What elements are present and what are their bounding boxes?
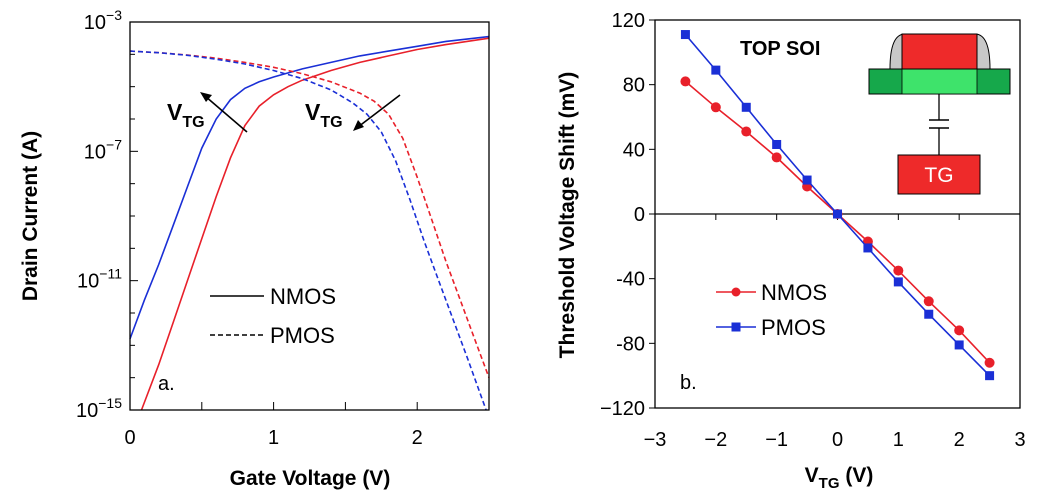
x-tick-label: −3 <box>644 429 667 451</box>
inset-tg-box <box>897 154 981 195</box>
series-nmos-pmos-solid-curve-0 <box>129 35 490 340</box>
legend-nmos-label: NMOS <box>270 284 336 309</box>
x-tick-label: −1 <box>765 429 788 451</box>
legend-pmos-label-b: PMOS <box>761 315 826 340</box>
data-point-nmos <box>680 76 691 87</box>
x-tick-label: 0 <box>832 429 843 451</box>
vtg-annotation-left: VTG <box>167 99 205 131</box>
panel-b-y-axis-label: Threshold Voltage Shift (mV) <box>556 72 579 359</box>
x-tick-label: 0 <box>124 427 135 449</box>
arrow-down-left-head <box>353 120 364 131</box>
y-tick-label: 40 <box>623 139 645 161</box>
legend-nmos-label-b: NMOS <box>761 280 827 305</box>
arrow-up-left <box>204 95 248 133</box>
x-tick-label: 1 <box>268 427 279 449</box>
y-tick-label: -40 <box>616 269 645 291</box>
data-point-pmos <box>802 175 812 185</box>
y-tick-label: 80 <box>623 75 645 97</box>
inset-title: TOP SOI <box>740 38 820 60</box>
y-tick-label: -80 <box>616 333 645 355</box>
inset-tg-label: TG <box>924 164 953 187</box>
data-point-pmos <box>924 309 934 319</box>
inset-channel <box>901 68 978 95</box>
series-nmos-line <box>684 80 991 364</box>
y-tick-label: 120 <box>612 10 645 32</box>
inset-device-schematic: TOP SOI TG <box>740 33 1011 195</box>
panel-a-y-tick-labels: 10−3 10−7 10−11 10−15 <box>76 7 122 422</box>
x-tick-label: 2 <box>954 429 965 451</box>
data-point-pmos <box>863 243 873 253</box>
y-tick-label: 0 <box>634 204 645 226</box>
y-tick-label: 10−3 <box>84 7 122 34</box>
legend-nmos-marker <box>731 287 741 297</box>
y-tick-label: −120 <box>600 398 645 420</box>
y-tick-label: 10−7 <box>84 136 122 163</box>
series-nmos-nmos-solid-curve-1 <box>140 37 490 411</box>
data-point-pmos <box>711 65 721 75</box>
data-point-nmos <box>710 102 721 113</box>
panel-b-x-axis-label: VTG (V) <box>805 464 874 492</box>
panel-a-plot-frame <box>129 21 490 411</box>
data-point-nmos <box>771 152 782 163</box>
series-pmos-pmos-dashed-curve-3 <box>129 50 487 411</box>
x-tick-label: 3 <box>1014 429 1025 451</box>
data-point-nmos <box>923 296 934 307</box>
panel-b-label: b. <box>680 372 697 394</box>
data-point-pmos <box>772 139 782 149</box>
data-point-pmos <box>741 102 751 112</box>
data-point-nmos <box>741 126 752 137</box>
panel-a-x-axis-label: Gate Voltage (V) <box>230 467 391 490</box>
data-point-nmos <box>893 265 904 276</box>
vtg-annotation-right: VTG <box>305 99 343 131</box>
panel-b-series <box>680 30 995 381</box>
inset-top-gate <box>901 33 978 70</box>
x-tick-label: 2 <box>412 427 423 449</box>
panel-a-ticks <box>129 21 418 411</box>
panel-b-threshold-shift: −3 −2 −1 0 1 2 3 120 80 40 0 -40 -80 −120 VTG (V) Th… <box>556 10 1026 492</box>
panel-a-x-tick-labels: 0 1 2 <box>124 427 422 449</box>
panel-a-curves <box>129 35 490 411</box>
data-point-pmos <box>954 340 964 350</box>
arrow-down-left <box>357 94 401 128</box>
panel-a-label: a. <box>158 373 175 395</box>
panel-b-y-tick-labels: 120 80 40 0 -40 -80 −120 <box>600 10 645 420</box>
data-point-nmos <box>954 325 965 336</box>
data-point-pmos <box>680 30 690 40</box>
y-tick-label: 10−11 <box>77 266 122 293</box>
y-tick-label: 10−15 <box>76 395 122 422</box>
data-point-nmos <box>984 357 995 368</box>
data-point-pmos <box>985 371 995 381</box>
data-point-pmos <box>833 209 842 219</box>
panel-a-y-axis-label: Drain Current (A) <box>19 131 42 301</box>
series-pmos-nmos-dashed-curve-2 <box>129 50 490 378</box>
x-tick-label: −2 <box>704 429 727 451</box>
legend-pmos-marker <box>731 322 741 332</box>
panel-b-x-tick-labels: −3 −2 −1 0 1 2 3 <box>644 429 1026 451</box>
arrow-up-left-head <box>200 92 212 102</box>
x-tick-label: 1 <box>893 429 904 451</box>
legend-pmos-label: PMOS <box>270 323 335 348</box>
data-point-pmos <box>893 277 903 287</box>
